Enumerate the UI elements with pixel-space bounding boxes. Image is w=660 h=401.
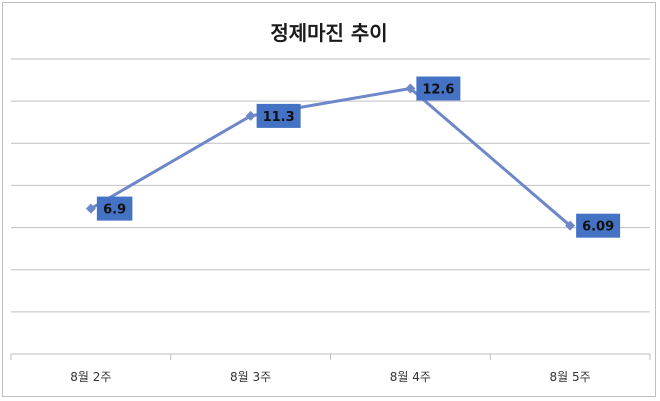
data-point (405, 83, 416, 94)
data-label-text: 6.9 (103, 203, 126, 218)
data-point (85, 203, 96, 214)
data-point (565, 220, 576, 231)
data-label-text: 12.6 (422, 83, 454, 98)
chart-frame: 정제마진 추이 8월 2주 8월 3주 8월 4주 8월 5주 6.9 11.3 12.6 6… (2, 2, 656, 397)
data-label-box (96, 196, 133, 221)
data-label: 6.9 (96, 196, 133, 221)
data-label-box (416, 76, 461, 101)
x-tick-label: 8월 2주 (70, 370, 111, 384)
data-label-text: 6.09 (582, 220, 614, 235)
chart-plot: 8월 2주 8월 3주 8월 4주 8월 5주 6.9 11.3 12.6 6.09 (10, 58, 651, 384)
data-point (245, 110, 256, 121)
data-label: 12.6 (416, 76, 461, 101)
series-line (90, 87, 572, 227)
x-tick-label: 8월 3주 (230, 370, 271, 384)
data-label-text: 11.3 (263, 110, 295, 125)
data-label-box (256, 103, 301, 128)
data-label: 11.3 (256, 103, 301, 128)
data-label-box (576, 213, 621, 238)
data-label: 6.09 (576, 213, 621, 238)
x-tick-label: 8월 4주 (390, 370, 431, 384)
chart-title: 정제마진 추이 (270, 21, 388, 45)
x-tick-label: 8월 5주 (550, 370, 591, 384)
